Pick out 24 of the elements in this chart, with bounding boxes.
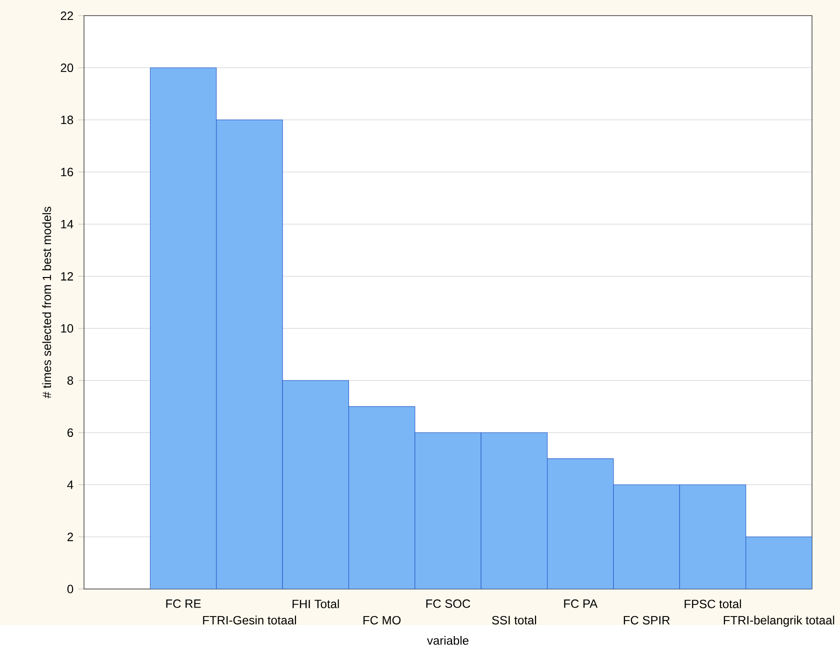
y-tick-label: 18 — [61, 116, 74, 124]
y-tick-label: 14 — [61, 220, 74, 228]
y-tick-label: 12 — [61, 272, 73, 280]
y-tick-label: 6 — [68, 428, 74, 437]
x-tick-label: FTRI-belangrik totaal — [724, 616, 834, 627]
x-tick-label: FC SPIR — [624, 616, 670, 624]
y-tick-label: 0 — [67, 584, 74, 594]
y-tick-label: 20 — [60, 63, 74, 72]
x-tick-label: SSI total — [492, 616, 536, 624]
x-tick-label: FHI Total — [292, 599, 339, 608]
y-tick-label: 10 — [61, 324, 74, 333]
y-axis-title: # times selected from 1 best models — [42, 206, 52, 398]
x-tick-label: FTRI-Gesin totaal — [203, 616, 296, 624]
x-tick-label: FC RE — [166, 599, 201, 608]
x-tick-label: FC PA — [564, 599, 598, 608]
y-tick-label: 22 — [60, 11, 73, 20]
x-tick-label: FC MO — [363, 616, 401, 624]
y-tick-label: 16 — [61, 168, 74, 176]
y-tick-label: 8 — [67, 376, 74, 385]
x-tick-label: FC SOC — [426, 599, 470, 608]
y-tick-label: 2 — [68, 532, 73, 541]
x-axis-title: variable — [427, 636, 468, 645]
y-tick-label: 4 — [67, 480, 74, 489]
x-tick-label: FPSC total — [684, 599, 741, 608]
